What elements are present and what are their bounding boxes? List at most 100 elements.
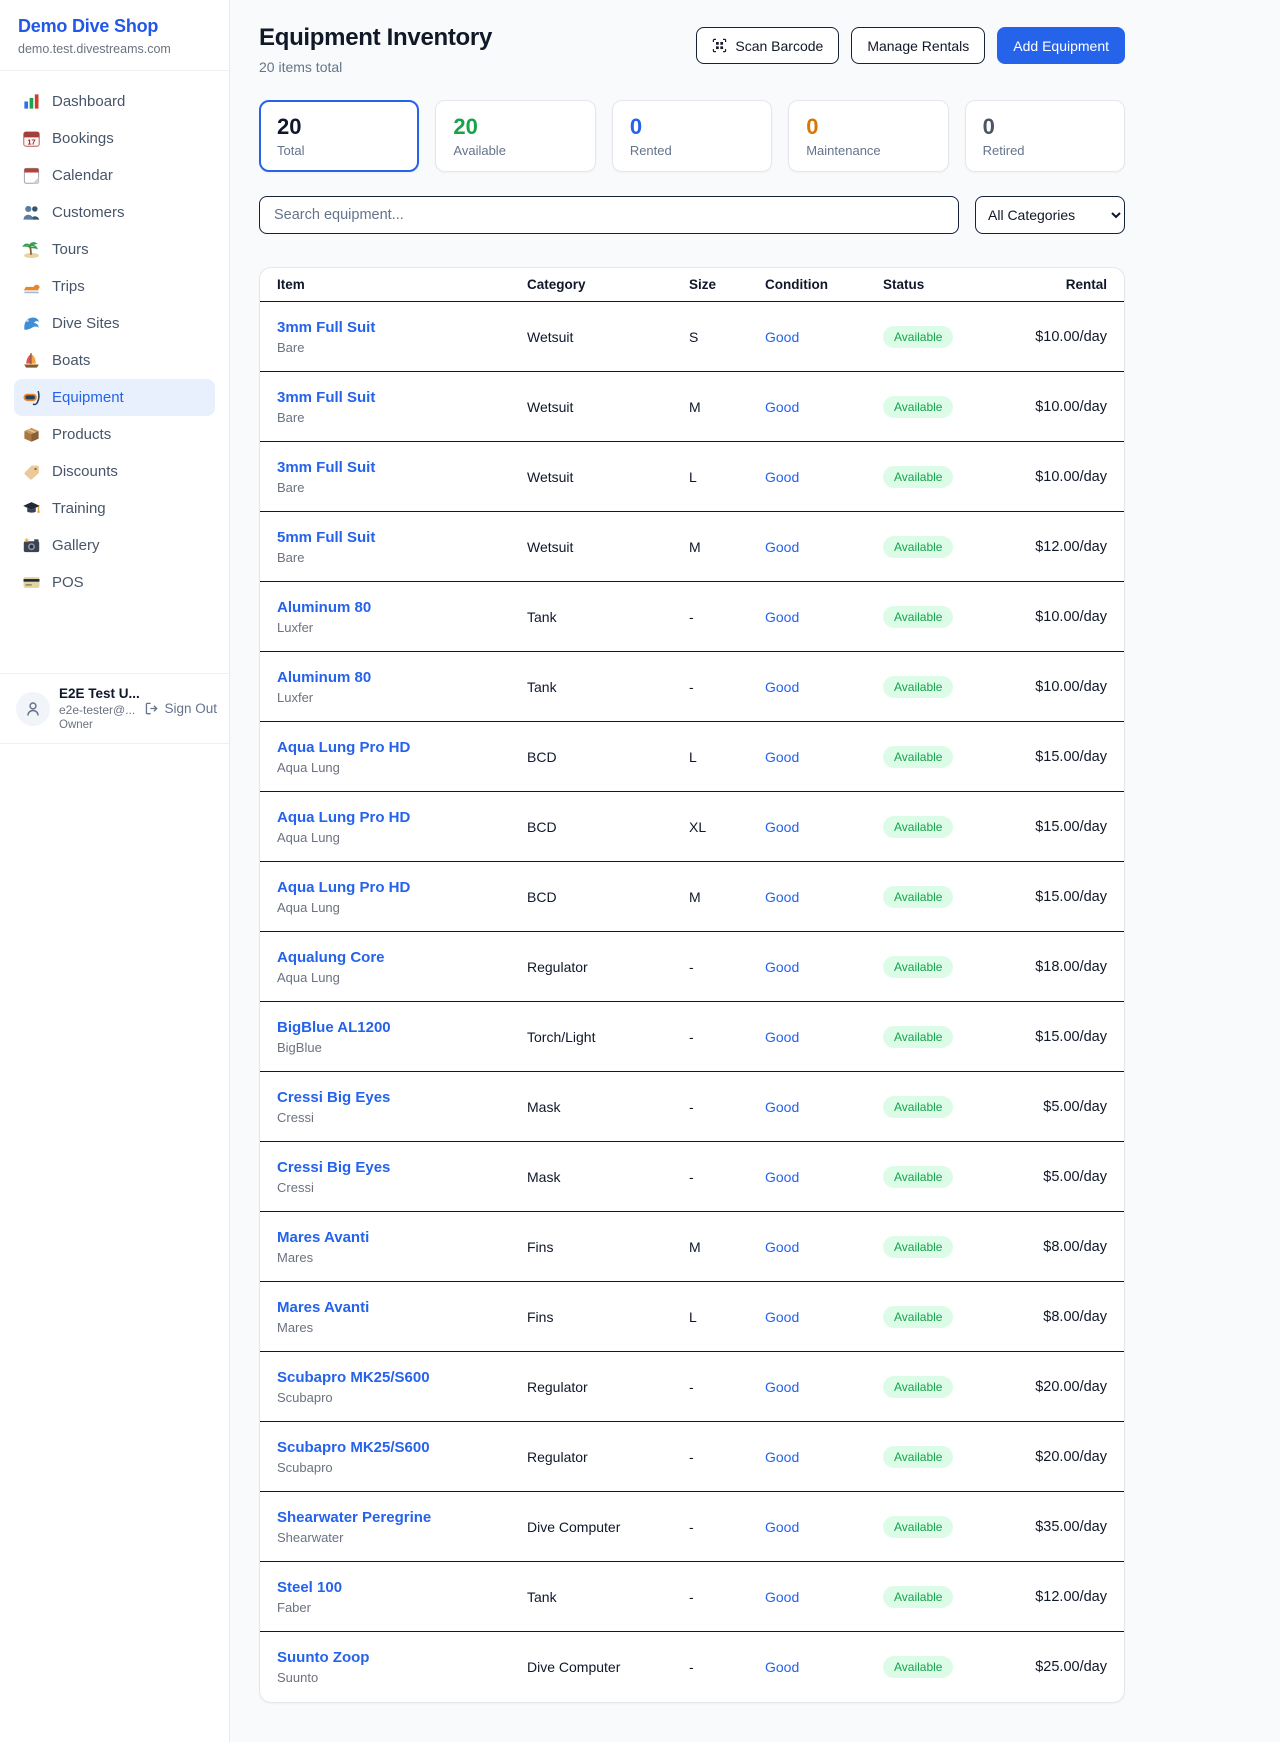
svg-text:17: 17	[27, 137, 35, 146]
item-name-link[interactable]: Scubapro MK25/S600	[277, 1368, 430, 1386]
item-condition-link[interactable]: Good	[765, 958, 800, 975]
item-name-link[interactable]: 3mm Full Suit	[277, 388, 376, 406]
barcode-scan-icon	[713, 38, 727, 53]
sidebar-item-equipment[interactable]: Equipment	[14, 379, 215, 416]
sidebar-item-boats[interactable]: Boats	[14, 342, 215, 379]
item-name-link[interactable]: Aqualung Core	[277, 948, 385, 966]
item-rental-price: $10.00/day	[1035, 468, 1107, 485]
item-condition-link[interactable]: Good	[765, 818, 800, 835]
table-row: Aluminum 80 Luxfer Tank - Good Available…	[260, 582, 1124, 652]
sign-out-button[interactable]: Sign Out	[144, 701, 217, 716]
item-rental-price: $10.00/day	[1035, 608, 1107, 625]
item-name-link[interactable]: Steel 100	[277, 1578, 343, 1596]
item-condition-link[interactable]: Good	[765, 1588, 800, 1605]
item-condition-link[interactable]: Good	[765, 328, 800, 345]
item-name-link[interactable]: Scubapro MK25/S600	[277, 1438, 430, 1456]
item-condition-link[interactable]: Good	[765, 1659, 800, 1675]
stat-label: Retired	[982, 143, 1025, 158]
status-badge: Available	[883, 1165, 954, 1188]
table-row: Aluminum 80 Luxfer Tank - Good Available…	[260, 652, 1124, 722]
sign-out-label: Sign Out	[164, 701, 217, 716]
item-condition-link[interactable]: Good	[765, 608, 800, 625]
column-header-item: Item	[277, 277, 305, 292]
table-row: Mares Avanti Mares Fins L Good Available…	[260, 1282, 1124, 1352]
sidebar-item-dashboard[interactable]: Dashboard	[14, 83, 215, 120]
category-filter-select[interactable]: All Categories	[975, 196, 1125, 234]
status-badge: Available	[883, 1025, 954, 1048]
items-total-count: 20 items total	[259, 59, 343, 75]
table-body: 3mm Full Suit Bare Wetsuit S Good Availa…	[260, 302, 1124, 1702]
table-row: Cressi Big Eyes Cressi Mask - Good Avail…	[260, 1142, 1124, 1212]
item-condition-link[interactable]: Good	[765, 678, 800, 695]
sidebar-item-gallery[interactable]: Gallery	[14, 527, 215, 564]
stat-value: 20	[453, 114, 478, 139]
sidebar-item-trips[interactable]: Trips	[14, 268, 215, 305]
brand-block: Demo Dive Shop demo.test.divestreams.com	[0, 0, 229, 71]
item-rental-price: $10.00/day	[1035, 678, 1107, 695]
item-name-link[interactable]: Aluminum 80	[277, 598, 372, 616]
item-condition-link[interactable]: Good	[765, 1238, 800, 1255]
item-name-link[interactable]: Aqua Lung Pro HD	[277, 808, 411, 826]
sidebar-item-discounts[interactable]: Discounts	[14, 453, 215, 490]
item-condition-link[interactable]: Good	[765, 1168, 800, 1185]
item-condition-link[interactable]: Good	[765, 748, 800, 765]
status-badge: Available	[883, 745, 954, 768]
item-name-link[interactable]: Aqua Lung Pro HD	[277, 738, 411, 756]
manage-rentals-button[interactable]: Manage Rentals	[851, 27, 986, 64]
status-badge: Available	[883, 1515, 954, 1538]
sidebar-item-dive-sites[interactable]: Dive Sites	[14, 305, 215, 342]
search-input[interactable]	[259, 196, 959, 234]
item-name-link[interactable]: BigBlue AL1200	[277, 1018, 391, 1036]
sidebar-item-products[interactable]: Products	[14, 416, 215, 453]
status-badge: Available	[883, 1445, 954, 1468]
table-row: Aqua Lung Pro HD Aqua Lung BCD M Good Av…	[260, 862, 1124, 932]
item-name-link[interactable]: Aluminum 80	[277, 668, 372, 686]
item-condition-link[interactable]: Good	[765, 888, 800, 905]
sidebar-item-customers[interactable]: Customers	[14, 194, 215, 231]
sidebar-item-bookings[interactable]: 17 Bookings	[14, 120, 215, 157]
item-condition-link[interactable]: Good	[765, 538, 800, 555]
item-name-link[interactable]: Aqua Lung Pro HD	[277, 878, 411, 896]
stats-row: 20 Total 20 Available 0 Rented 0 Mainten…	[259, 100, 1126, 172]
brand-title[interactable]: Demo Dive Shop	[18, 16, 159, 36]
item-name-link[interactable]: Cressi Big Eyes	[277, 1158, 391, 1176]
item-condition-link[interactable]: Good	[765, 1028, 800, 1045]
sidebar-item-calendar[interactable]: Calendar	[14, 157, 215, 194]
boats-icon	[22, 351, 41, 370]
item-condition-link[interactable]: Good	[765, 1448, 800, 1465]
item-category: Dive Computer	[527, 1518, 621, 1535]
status-badge: Available	[883, 465, 954, 488]
item-size: -	[689, 1518, 694, 1535]
sidebar-item-tours[interactable]: Tours	[14, 231, 215, 268]
stat-card-total[interactable]: 20 Total	[259, 100, 420, 172]
item-condition-link[interactable]: Good	[765, 1308, 800, 1325]
item-condition-link[interactable]: Good	[765, 398, 800, 415]
scan-barcode-button[interactable]: Scan Barcode	[696, 27, 840, 64]
item-name-link[interactable]: 5mm Full Suit	[277, 528, 376, 546]
item-brand: Bare	[277, 479, 305, 495]
item-size: -	[689, 1378, 694, 1395]
stat-card-retired[interactable]: 0 Retired	[964, 100, 1126, 172]
sidebar: Demo Dive Shop demo.test.divestreams.com…	[0, 0, 230, 1742]
item-name-link[interactable]: Mares Avanti	[277, 1298, 370, 1316]
item-brand: Aqua Lung	[277, 969, 340, 985]
add-equipment-button[interactable]: Add Equipment	[997, 27, 1125, 64]
item-condition-link[interactable]: Good	[765, 1098, 800, 1115]
item-name-link[interactable]: Cressi Big Eyes	[277, 1088, 391, 1106]
item-category: Wetsuit	[527, 538, 574, 555]
sidebar-item-training[interactable]: Training	[14, 490, 215, 527]
stat-card-available[interactable]: 20 Available	[435, 100, 596, 172]
sidebar-item-pos[interactable]: POS	[14, 564, 215, 601]
item-name-link[interactable]: 3mm Full Suit	[277, 318, 376, 336]
item-name-link[interactable]: Shearwater Peregrine	[277, 1508, 432, 1526]
item-name-link[interactable]: Suunto Zoop	[277, 1649, 370, 1666]
item-name-link[interactable]: 3mm Full Suit	[277, 458, 376, 476]
item-name-link[interactable]: Mares Avanti	[277, 1228, 370, 1246]
status-badge: Available	[883, 605, 954, 628]
stat-card-maintenance[interactable]: 0 Maintenance	[788, 100, 949, 172]
table-row: Aqua Lung Pro HD Aqua Lung BCD XL Good A…	[260, 792, 1124, 862]
stat-card-rented[interactable]: 0 Rented	[611, 100, 773, 172]
item-condition-link[interactable]: Good	[765, 1518, 800, 1535]
item-condition-link[interactable]: Good	[765, 468, 800, 485]
item-condition-link[interactable]: Good	[765, 1378, 800, 1395]
